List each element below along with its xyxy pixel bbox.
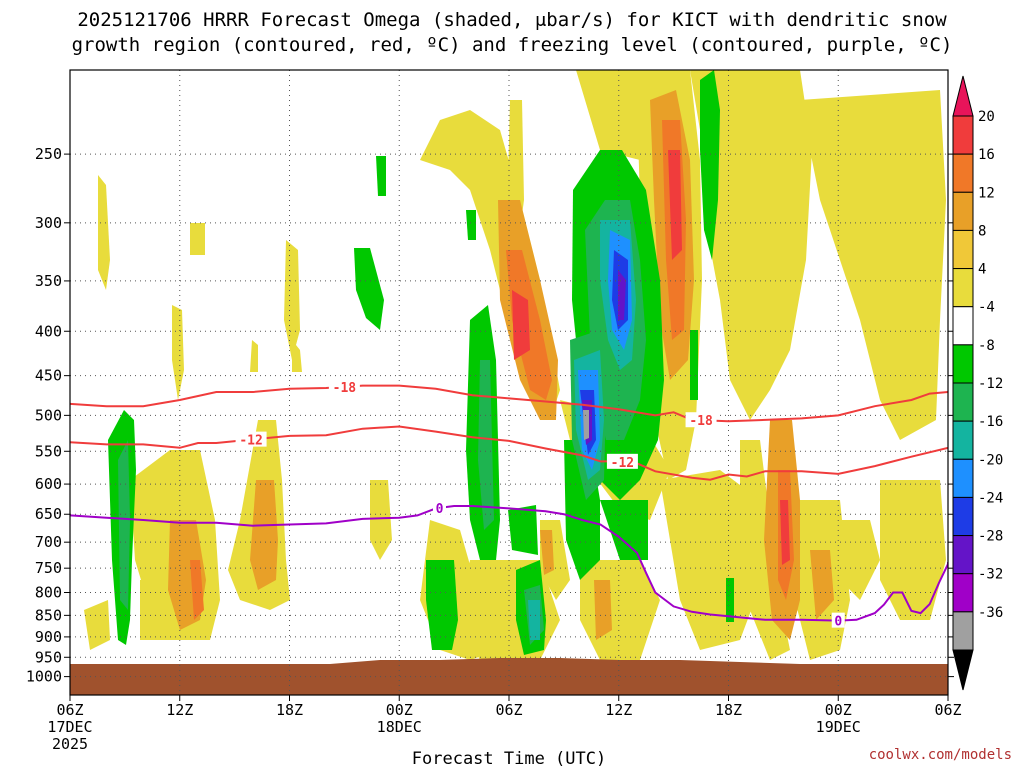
colorbar-label: -36 — [978, 605, 1003, 621]
x-tick-label: 12Z — [166, 701, 193, 719]
contour-label: -18 — [689, 414, 713, 429]
gridlines — [70, 70, 948, 695]
colorbar-label: -8 — [978, 338, 995, 354]
colorbar-label: -24 — [978, 490, 1003, 506]
colorbar-swatch — [952, 573, 974, 613]
contour-label: 0 — [834, 615, 842, 630]
colorbar-label: 4 — [978, 262, 986, 278]
colorbar-swatch — [952, 611, 974, 651]
colorbar-swatch — [952, 458, 974, 498]
contour-label-bg — [685, 412, 717, 428]
y-tick-label: 650 — [35, 505, 62, 523]
colorbar-swatch — [952, 496, 974, 537]
colorbar-top-arrow — [952, 75, 974, 117]
y-tick-label: 400 — [35, 322, 62, 340]
y-tick-label: 1000 — [26, 668, 62, 686]
x-tick-label: 06Z — [934, 701, 961, 719]
credit-text: coolwx.com/models — [869, 747, 1012, 763]
chart-title-line-2: growth region (contoured, red, ºC) and f… — [72, 34, 953, 56]
y-tick-label: 900 — [35, 628, 62, 646]
colorbar-swatch — [952, 115, 974, 155]
colorbar-swatch — [952, 153, 974, 193]
y-tick-label: 750 — [35, 559, 62, 577]
colorbar-label: 12 — [978, 185, 995, 201]
y-tick-label: 250 — [35, 145, 62, 163]
plot-area: -18 -18 -12 -12 0 0 — [70, 70, 948, 695]
colorbar-swatch — [952, 420, 974, 460]
x-tick-label: 18Z — [276, 701, 303, 719]
contour-line--18 — [70, 384, 948, 423]
contour-label: -18 — [333, 381, 357, 396]
colorbar-bottom-arrow — [952, 649, 974, 691]
contour-label: 0 — [436, 502, 444, 517]
colorbar: 20 16 12 8 4 -4 -8 -12 -16 -20 -24 -28 -32 -36 — [952, 75, 1003, 691]
colorbar-label: -28 — [978, 529, 1003, 545]
x-tick-label: 17DEC — [47, 718, 92, 736]
contour-lines: -18 -18 -12 -12 0 0 — [70, 378, 948, 630]
y-tick-label: 450 — [35, 367, 62, 385]
colorbar-swatch — [952, 344, 974, 384]
contour-label-bg — [235, 431, 267, 447]
contour-label-bg — [328, 378, 360, 394]
y-tick-label: 950 — [35, 648, 62, 666]
colorbar-label: 16 — [978, 147, 995, 163]
contour-label-bg — [432, 499, 446, 515]
y-tick-label: 500 — [35, 406, 62, 424]
chart-title-line-1: 2025121706 HRRR Forecast Omega (shaded, … — [77, 9, 947, 31]
x-tick-label: 18DEC — [377, 718, 422, 736]
y-tick-label: 350 — [35, 272, 62, 290]
x-tick-label: 12Z — [605, 701, 632, 719]
x-tick-label: 19DEC — [816, 718, 861, 736]
colorbar-swatch — [952, 382, 974, 422]
colorbar-swatch — [952, 268, 974, 308]
x-tick-label: 06Z — [495, 701, 522, 719]
colorbar-label: 8 — [978, 223, 986, 239]
colorbar-label: -20 — [978, 452, 1003, 468]
contour-label-bg — [606, 453, 638, 469]
x-tick-label: 2025 — [52, 735, 88, 753]
colorbar-swatch — [952, 191, 974, 231]
x-tick-label: 18Z — [715, 701, 742, 719]
y-axis: 250 300 350 400 450 500 550 600 650 700 750 800 850 9… — [26, 145, 954, 686]
contour-label: -12 — [239, 434, 262, 449]
y-tick-label: 300 — [35, 214, 62, 232]
colorbar-label: -4 — [978, 300, 995, 316]
x-axis-label: Forecast Time (UTC) — [412, 749, 606, 768]
contour-line-0 — [70, 505, 948, 622]
colorbar-swatch — [952, 306, 974, 346]
y-tick-label: 550 — [35, 442, 62, 460]
x-tick-label: 00Z — [825, 701, 852, 719]
colorbar-swatch — [952, 229, 974, 270]
x-tick-label: 06Z — [56, 701, 83, 719]
y-tick-label: 800 — [35, 584, 62, 602]
contour-label-bg — [831, 612, 845, 628]
y-tick-label: 850 — [35, 606, 62, 624]
colorbar-label: -12 — [978, 376, 1003, 392]
y-tick-label: 700 — [35, 533, 62, 551]
colorbar-label: 20 — [978, 109, 995, 125]
colorbar-swatch — [952, 535, 974, 575]
x-tick-label: 00Z — [386, 701, 413, 719]
contour-line--12 — [70, 425, 948, 481]
colorbar-label: -16 — [978, 414, 1003, 430]
contour-label: -12 — [611, 456, 634, 471]
colorbar-label: -32 — [978, 567, 1003, 583]
y-tick-label: 600 — [35, 475, 62, 493]
